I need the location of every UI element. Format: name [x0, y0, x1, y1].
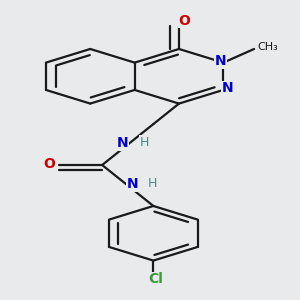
Text: Cl: Cl: [148, 272, 164, 286]
Text: O: O: [178, 14, 190, 28]
Text: CH₃: CH₃: [257, 42, 278, 52]
Text: N: N: [117, 136, 128, 150]
Text: H: H: [147, 177, 157, 190]
Text: O: O: [43, 157, 55, 171]
Text: N: N: [222, 82, 233, 95]
Text: N: N: [215, 54, 226, 68]
Text: N: N: [126, 177, 138, 191]
Text: H: H: [139, 136, 148, 149]
